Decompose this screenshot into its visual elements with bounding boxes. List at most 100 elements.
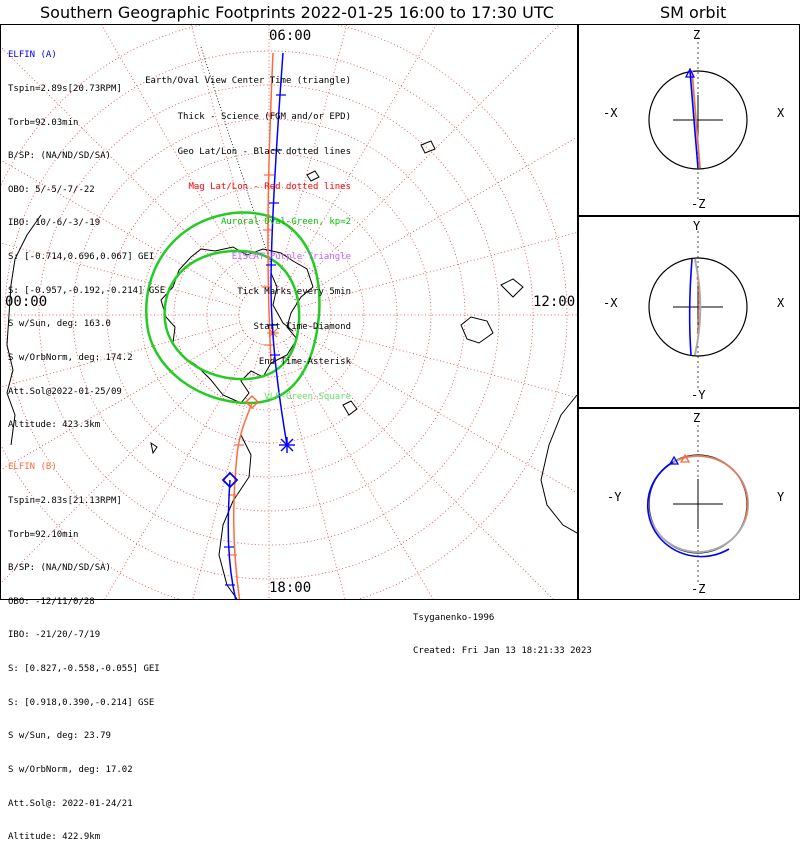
axis-label-left: -X	[603, 106, 618, 120]
island-coastline	[150, 140, 436, 455]
legend-item: EISCAT-Purple Triangle	[231, 251, 351, 262]
main-title: Southern Geographic Footprints 2022-01-2…	[40, 3, 554, 22]
elfin-b-track	[227, 52, 279, 599]
elfin-a-end-asterisk	[279, 437, 295, 453]
sm-orbit-panel-xy: Y -Y -X X	[578, 216, 800, 408]
elfin-a-info: ELFIN (A) Tspin=2.89s[20.73RPM] Torb=92.…	[8, 28, 165, 454]
legend-item: Geo Lat/Lon - Black dotted lines	[177, 146, 351, 157]
elfin-b-track-upper	[267, 52, 274, 362]
antarctica-coastline	[160, 246, 314, 404]
elfin-b-line: Altitude: 422.9km	[8, 832, 101, 843]
auroral-oval-inner	[163, 249, 301, 381]
elfin-a-line: S: [-0.714,0.696,0.067] GEI	[8, 252, 155, 263]
elfin-b-track-lower	[232, 402, 253, 599]
legend-item: End Time-Asterisk	[258, 357, 351, 368]
geo-lat-lon-grid	[200, 46, 272, 266]
australia-coastline	[540, 394, 577, 534]
time-label-left: 00:00	[5, 294, 47, 310]
model-credit: Tsyganenko-1996	[413, 613, 495, 623]
elfin-b-orbit	[691, 70, 701, 169]
elfin-b-tick-marks	[227, 114, 276, 556]
elfin-a-line: OBO: 5/-5/-7/-22	[8, 184, 95, 195]
legend-item: Mag Lat/Lon - Red dotted lines	[188, 181, 351, 192]
sm-orbit-panel-xz: Z -Z -X X	[578, 24, 800, 216]
elfin-a-orbit	[689, 70, 699, 169]
time-label-top-bg	[275, 25, 313, 39]
sm-orbit-title: SM orbit	[660, 3, 727, 22]
elfin-a-triangle	[684, 67, 696, 78]
axis-label-right: X	[777, 296, 785, 310]
elfin-a-line: S: [-0.957,-0.192,-0.214] GSE	[8, 285, 166, 296]
elfin-a-track-upper	[270, 52, 288, 446]
elfin-a-line: Altitude: 423.3km	[8, 420, 101, 431]
mag-lat-circle	[1, 25, 568, 599]
axis-label-bottom: -Z	[691, 582, 705, 596]
south-america-coastline	[6, 214, 42, 446]
elfin-a-line: Torb=92.03min	[8, 117, 79, 128]
elfin-a-line: IBO: 10/-6/-3/-19	[8, 218, 101, 229]
elfin-b-name: ELFIN (B)	[8, 462, 57, 473]
created-timestamp: Created: Fri Jan 13 18:21:33 2023	[413, 646, 592, 656]
geo-meridian	[200, 46, 272, 266]
axis-label-left: -X	[603, 296, 618, 310]
sm-orbit-plot-xz: Z -Z -X X	[603, 28, 785, 211]
elfin-a-line: S w/OrbNorm, deg: 174.2	[8, 352, 133, 363]
elfin-b-triangle	[679, 453, 691, 463]
elfin-b-start-diamond	[244, 394, 260, 410]
elfin-b-line: Torb=92.10min	[8, 529, 79, 540]
map-legend: Earth/Oval View Center Time (triangle) T…	[145, 53, 351, 428]
africa-coastline	[218, 434, 252, 599]
legend-item: Tick Marks every 5min	[237, 287, 351, 298]
elfin-a-track	[221, 52, 295, 599]
elfin-a-orbit	[646, 461, 730, 558]
elfin-b-line: S w/OrbNorm, deg: 17.02	[8, 764, 133, 775]
mag-lat-circle	[4, 50, 534, 580]
elfin-b-line: Tspin=2.83s[21.13RPM]	[8, 496, 122, 507]
elfin-a-tick-marks	[224, 94, 286, 586]
auroral-oval-outer	[145, 211, 321, 405]
elfin-b-line: S: [0.827,-0.558,-0.055] GEI	[8, 664, 160, 675]
time-label-right: 12:00	[533, 294, 575, 310]
axis-label-top: Y	[693, 219, 701, 233]
axis-label-top: Z	[693, 411, 700, 425]
new-zealand-coastline	[460, 278, 524, 344]
legend-item: VLF-Green Square	[264, 392, 351, 403]
credits: Tsyganenko-1996 Created: Fri Jan 13 18:2…	[413, 591, 592, 679]
orbit-shadow	[694, 258, 702, 356]
axis-label-top: Z	[693, 28, 700, 42]
antarctic-peninsula-coastline	[270, 272, 294, 332]
elfin-a-name: ELFIN (A)	[8, 50, 57, 61]
legend-item: Thick - Science (FGM and/or EPD)	[177, 111, 351, 122]
axis-label-left: -Y	[607, 490, 622, 504]
sm-orbit-panel-yz: Z -Z -Y Y	[578, 408, 800, 600]
sm-orbit-plot-xy: Y -Y -X X	[603, 219, 785, 402]
elfin-b-line: S: [0.918,0.390,-0.214] GSE	[8, 697, 155, 708]
axis-label-right: Y	[777, 490, 785, 504]
legend-item: Start Time-Diamond	[253, 322, 351, 333]
elfin-a-track-lower	[227, 479, 237, 599]
axis-label-right: X	[777, 106, 785, 120]
elfin-b-line: S w/Sun, deg: 23.79	[8, 731, 111, 742]
legend-item: Auroral Oval-Green, kp=2	[220, 216, 351, 227]
elfin-a-line: B/SP: (NA/ND/SD/SA)	[8, 151, 111, 162]
elfin-b-line: Att.Sol@: 2022-01-24/21	[8, 798, 133, 809]
legend-item: Earth/Oval View Center Time (triangle)	[145, 76, 351, 87]
elfin-a-orbit	[688, 258, 693, 356]
elfin-b-line: IBO: -21/20/-7/19	[8, 630, 101, 641]
elfin-a-line: S w/Sun, deg: 163.0	[8, 319, 111, 330]
elfin-b-line: B/SP: (NA/ND/SD/SA)	[8, 563, 111, 574]
time-label-bottom: 18:00	[269, 580, 311, 596]
auroral-ovals	[145, 211, 321, 405]
footprint-map-panel: 06:00 00:00 12:00 18:00 ELFIN (A) Tspin=…	[0, 24, 592, 842]
time-label-top: 06:00	[269, 28, 311, 44]
elfin-a-line: Tspin=2.89s[20.73RPM]	[8, 84, 122, 95]
elfin-b-orbit	[678, 455, 748, 522]
elfin-a-line: Att.Sol@2022-01-25/09	[8, 386, 122, 397]
mag-lat-circle	[173, 219, 365, 411]
elfin-b-info: ELFIN (B) Tspin=2.83s[21.13RPM] Torb=92.…	[8, 440, 160, 866]
axis-label-bottom: -Y	[691, 388, 706, 402]
elfin-b-line: OBO: -12/11/0/28	[8, 596, 95, 607]
axis-label-bottom: -Z	[691, 197, 705, 211]
mag-lat-circle	[72, 118, 466, 512]
footprint-map: 06:00 00:00 12:00 18:00	[1, 25, 577, 599]
